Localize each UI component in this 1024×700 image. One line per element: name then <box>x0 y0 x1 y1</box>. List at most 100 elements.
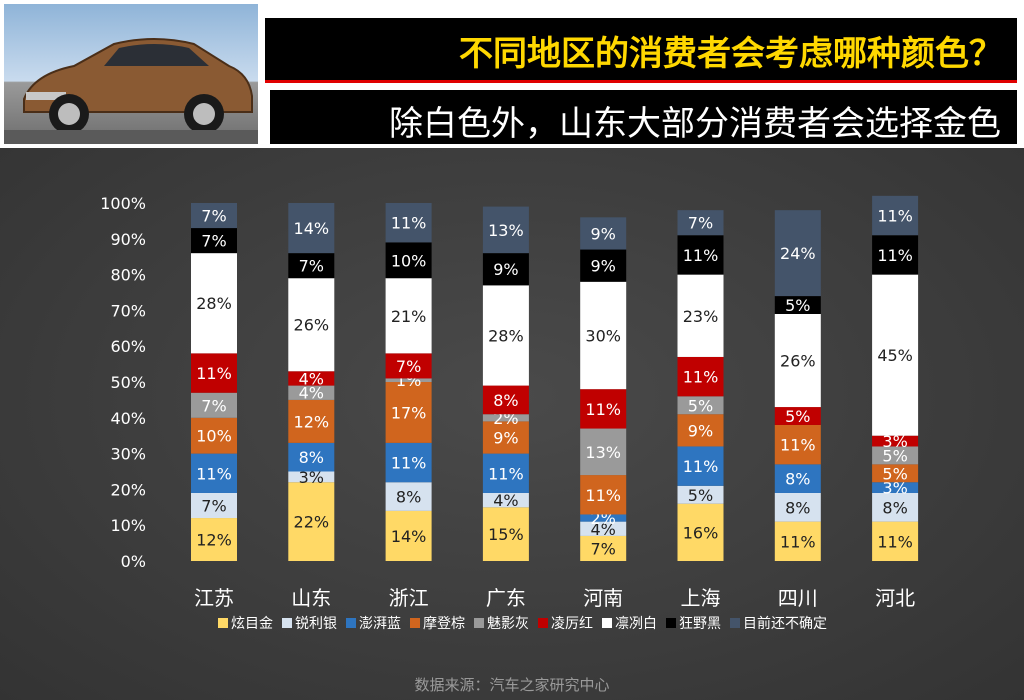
bar-segment <box>288 385 335 400</box>
stacked-bar-chart: 0% 10% 20% 30% 40% 50% 60% 70% 80% 90% 100% 12% 7% 11… <box>100 194 919 632</box>
data-label: 11% <box>683 368 719 387</box>
data-label: 3% <box>299 468 324 487</box>
data-label: 28% <box>196 294 232 313</box>
data-label: 26% <box>294 316 330 335</box>
data-label: 11% <box>196 464 232 483</box>
legend-swatch <box>538 618 548 628</box>
bar-segment <box>677 446 724 486</box>
bar-segment <box>774 521 821 561</box>
data-label: 5% <box>785 296 810 315</box>
category-label: 山东 <box>291 586 331 610</box>
data-label: 11% <box>391 214 427 233</box>
bar-segment <box>774 296 821 314</box>
car-illustration <box>4 38 258 144</box>
data-label: 8% <box>785 498 810 517</box>
bar-segment <box>288 278 335 372</box>
page-subtitle: 除白色外，山东大部分消费者会选择金色 <box>389 104 1001 144</box>
bar-segment <box>872 482 919 493</box>
category-label: 江苏 <box>194 586 234 610</box>
bar-segment <box>385 242 432 279</box>
bar-segment <box>677 485 724 504</box>
data-label: 45% <box>877 346 913 365</box>
legend-label: 摩登棕 <box>423 615 465 632</box>
data-label: 13% <box>585 443 621 462</box>
bar-segment <box>385 442 432 483</box>
data-label: 24% <box>780 244 816 263</box>
data-label: 5% <box>785 407 810 426</box>
data-label: 8% <box>785 470 810 489</box>
category-label: 广东 <box>486 586 526 610</box>
bar-segment <box>872 492 919 522</box>
data-label: 7% <box>201 497 226 516</box>
data-label: 11% <box>391 454 427 473</box>
bar-segment <box>385 378 432 382</box>
data-label: 5% <box>688 396 713 415</box>
category-label: 四川 <box>778 586 818 610</box>
data-label: 4% <box>591 520 616 539</box>
data-label: 7% <box>396 357 421 376</box>
bar-segment <box>580 389 627 429</box>
legend-swatch <box>474 618 484 628</box>
bar-segment <box>872 235 919 275</box>
bar-segment <box>191 417 237 454</box>
bar-segment <box>677 396 724 415</box>
data-label: 22% <box>294 513 330 532</box>
bar-segment <box>872 464 919 483</box>
page-title: 不同地区的消费者会考虑哪种颜色？ <box>459 34 1003 74</box>
y-tick-label: 80% <box>110 266 146 285</box>
y-tick-label: 10% <box>110 516 146 535</box>
bar-segment <box>385 353 432 379</box>
bar-segment <box>288 253 335 279</box>
data-label: 7% <box>299 257 324 276</box>
bar-segment <box>385 278 432 354</box>
bar-segment <box>774 210 821 297</box>
bar-segment <box>191 353 237 393</box>
y-tick-label: 30% <box>110 445 146 464</box>
data-label: 12% <box>294 412 330 431</box>
category-label: 河北 <box>875 586 915 610</box>
bar-segment <box>580 428 627 476</box>
bar-segment <box>677 235 724 275</box>
data-label: 9% <box>688 421 713 440</box>
data-label: 11% <box>683 246 719 265</box>
legend-label: 魅影灰 <box>487 616 529 632</box>
bar-segment <box>677 356 724 397</box>
bar-segment <box>677 210 724 236</box>
y-tick-label: 90% <box>110 230 146 249</box>
bar-segment <box>482 285 529 386</box>
data-label: 3% <box>882 432 907 451</box>
bar-segment <box>580 535 627 561</box>
data-label: 28% <box>488 326 524 345</box>
bar-segment <box>482 385 529 415</box>
data-label: 5% <box>882 446 907 465</box>
legend-label: 锐利银 <box>295 616 337 632</box>
bar-segment <box>580 514 627 522</box>
bar-segment <box>872 195 919 236</box>
data-label: 4% <box>299 369 324 388</box>
y-tick-label: 20% <box>110 480 146 499</box>
legend-label: 凌厉红 <box>551 616 593 632</box>
y-tick-label: 100% <box>100 194 146 213</box>
bar-segment <box>677 503 724 561</box>
legend-label: 目前还不确定 <box>743 615 827 632</box>
data-label: 8% <box>882 498 907 517</box>
bar-segment <box>872 446 919 465</box>
bar-segment <box>288 442 335 472</box>
bar-segment <box>774 313 821 408</box>
bar-segment <box>482 253 529 286</box>
header-band: 不同地区的消费者会考虑哪种颜色？ 除白色外，山东大部分消费者会选择金色 <box>0 0 1024 148</box>
data-label: 11% <box>877 246 913 265</box>
data-label: 4% <box>299 384 324 403</box>
data-label: 3% <box>882 479 907 498</box>
bar-segment <box>385 510 432 561</box>
data-label: 11% <box>683 457 719 476</box>
data-label: 23% <box>683 307 719 326</box>
data-label: 16% <box>683 523 719 542</box>
bar-segment <box>872 274 919 436</box>
data-label: 11% <box>877 532 913 551</box>
data-label: 11% <box>877 207 913 226</box>
category-label: 浙江 <box>389 586 429 610</box>
bar-segment <box>872 521 919 561</box>
legend-swatch <box>218 618 228 628</box>
subtitle-bar: 除白色外，山东大部分消费者会选择金色 <box>270 90 1017 144</box>
